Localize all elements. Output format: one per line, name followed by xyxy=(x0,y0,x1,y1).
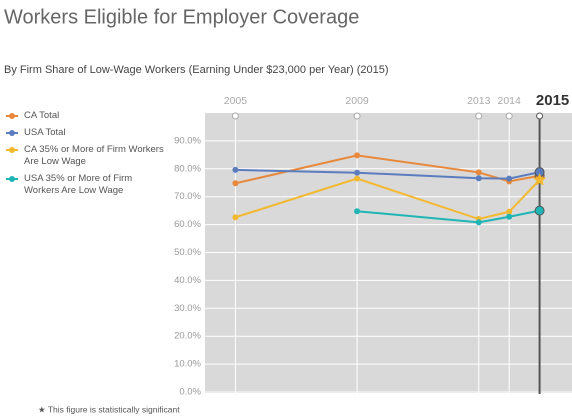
data-point-star xyxy=(532,173,547,186)
legend-label: CA 35% or More of Firm Workers Are Low W… xyxy=(24,144,164,167)
data-point xyxy=(534,205,545,216)
legend-item: CA Total xyxy=(6,110,166,122)
y-tick-label: 90.0% xyxy=(174,135,201,146)
data-point xyxy=(354,208,361,215)
legend-label: USA 35% or More of Firm Workers Are Low … xyxy=(24,173,133,196)
data-point xyxy=(475,219,482,226)
legend-label: USA Total xyxy=(24,127,66,138)
legend-item: USA Total xyxy=(6,127,166,139)
series-line xyxy=(356,209,540,224)
data-point xyxy=(506,208,513,215)
y-tick-label: 70.0% xyxy=(174,191,201,202)
legend-swatch xyxy=(6,130,18,136)
data-point xyxy=(354,175,361,182)
data-point xyxy=(232,166,239,173)
x-tick-marker xyxy=(475,112,483,120)
data-point xyxy=(354,169,361,176)
x-tick-label: 2015 xyxy=(536,92,569,109)
footnote: ★ This figure is statistically significa… xyxy=(38,404,180,414)
y-tick-label: 0.0% xyxy=(179,387,201,398)
data-point xyxy=(232,214,239,221)
y-tick-label: 10.0% xyxy=(174,359,201,370)
legend-label: CA Total xyxy=(24,110,60,121)
y-tick-label: 40.0% xyxy=(174,275,201,286)
y-tick-label: 20.0% xyxy=(174,331,201,342)
legend-item: CA 35% or More of Firm Workers Are Low W… xyxy=(6,144,166,168)
data-point xyxy=(475,169,482,176)
legend-swatch xyxy=(6,113,18,119)
x-tick-label: 2013 xyxy=(467,95,491,107)
x-tick-marker xyxy=(353,112,361,120)
data-point xyxy=(354,152,361,159)
y-tick-label: 30.0% xyxy=(174,303,201,314)
x-tick-marker xyxy=(231,112,239,120)
chart-title: Workers Eligible for Employer Coverage xyxy=(4,6,359,28)
legend-swatch xyxy=(6,147,18,153)
chart-subtitle: By Firm Share of Low-Wage Workers (Earni… xyxy=(4,64,389,76)
x-tick-label: 2005 xyxy=(224,95,248,107)
x-tick-label: 2014 xyxy=(497,95,521,107)
legend: CA Total USA Total CA 35% or More of Firm … xyxy=(6,110,166,202)
data-point xyxy=(506,213,513,220)
y-tick-label: 50.0% xyxy=(174,247,201,258)
legend-swatch xyxy=(6,176,18,182)
y-tick-label: 60.0% xyxy=(174,219,201,230)
legend-item: USA 35% or More of Firm Workers Are Low … xyxy=(6,173,166,197)
data-point xyxy=(475,175,482,182)
data-point xyxy=(506,175,513,182)
x-tick-label: 2009 xyxy=(345,95,369,107)
x-tick-marker xyxy=(505,112,513,120)
data-point xyxy=(232,180,239,187)
y-tick-label: 80.0% xyxy=(174,163,201,174)
x-tick-marker xyxy=(536,112,544,120)
